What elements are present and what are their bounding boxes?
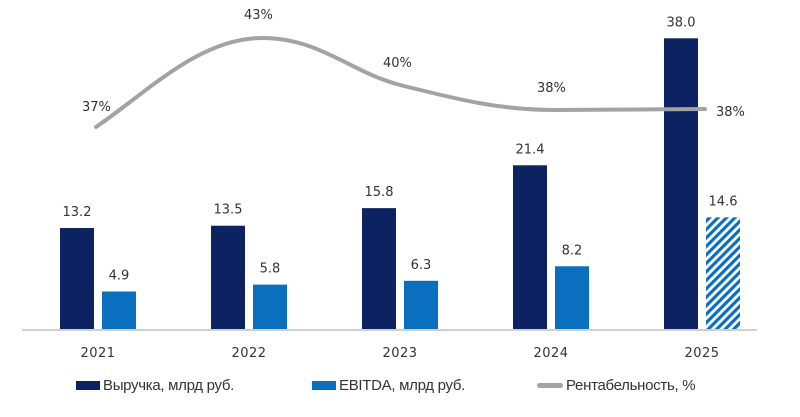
data-label-ebitda: 14.6	[709, 194, 738, 209]
data-label-margin: 38%	[716, 105, 745, 120]
bar-revenue	[60, 228, 94, 329]
data-label-ebitda: 4.9	[109, 269, 130, 284]
legend-swatch-revenue	[76, 380, 100, 390]
bar-ebitda	[404, 280, 438, 329]
bar-revenue	[211, 225, 245, 329]
legend-label-revenue: Выручка, млрд руб.	[103, 376, 235, 394]
data-label-margin: 43%	[244, 8, 273, 23]
legend-swatch-ebitda	[312, 380, 336, 390]
line-margin	[94, 35, 707, 129]
legend-swatch-margin	[537, 382, 563, 388]
legend: Выручка, млрд руб. EBITDA, млрд руб. Рен…	[0, 370, 800, 400]
bar-revenue	[664, 38, 698, 330]
legend-item-margin: Рентабельность, %	[537, 370, 696, 400]
x-tick-label: 2025	[684, 346, 719, 361]
bar-ebitda	[102, 291, 136, 329]
data-label-revenue: 13.5	[214, 203, 243, 218]
bar-ebitda	[253, 284, 287, 329]
data-label-ebitda: 6.3	[411, 258, 432, 273]
data-label-margin: 37%	[82, 100, 111, 115]
data-label-revenue: 13.2	[63, 205, 92, 220]
x-tick-label: 2023	[382, 346, 417, 361]
data-label-ebitda: 8.2	[562, 243, 583, 258]
data-label-revenue: 38.0	[667, 15, 696, 30]
x-tick-label: 2021	[80, 346, 115, 361]
data-label-ebitda: 5.8	[260, 262, 281, 277]
chart-canvas: 2021 13.2 4.9 2022 13.5 5.8 2023 15.8 6.3 2024 21.…	[22, 8, 757, 361]
x-tick-label: 2022	[231, 346, 266, 361]
bar-ebitda	[706, 217, 740, 329]
bar-revenue	[513, 165, 547, 329]
data-label-revenue: 21.4	[516, 142, 545, 157]
legend-label-margin: Рентабельность, %	[566, 376, 696, 394]
legend-item-ebitda: EBITDA, млрд руб.	[312, 370, 465, 400]
data-label-margin: 40%	[383, 56, 412, 71]
bar-ebitda	[555, 266, 589, 329]
legend-label-ebitda: EBITDA, млрд руб.	[339, 376, 465, 394]
bar-revenue	[362, 208, 396, 329]
data-label-revenue: 15.8	[365, 185, 394, 200]
legend-item-revenue: Выручка, млрд руб.	[76, 370, 234, 400]
data-label-margin: 38%	[537, 81, 566, 96]
x-tick-label: 2024	[533, 346, 568, 361]
